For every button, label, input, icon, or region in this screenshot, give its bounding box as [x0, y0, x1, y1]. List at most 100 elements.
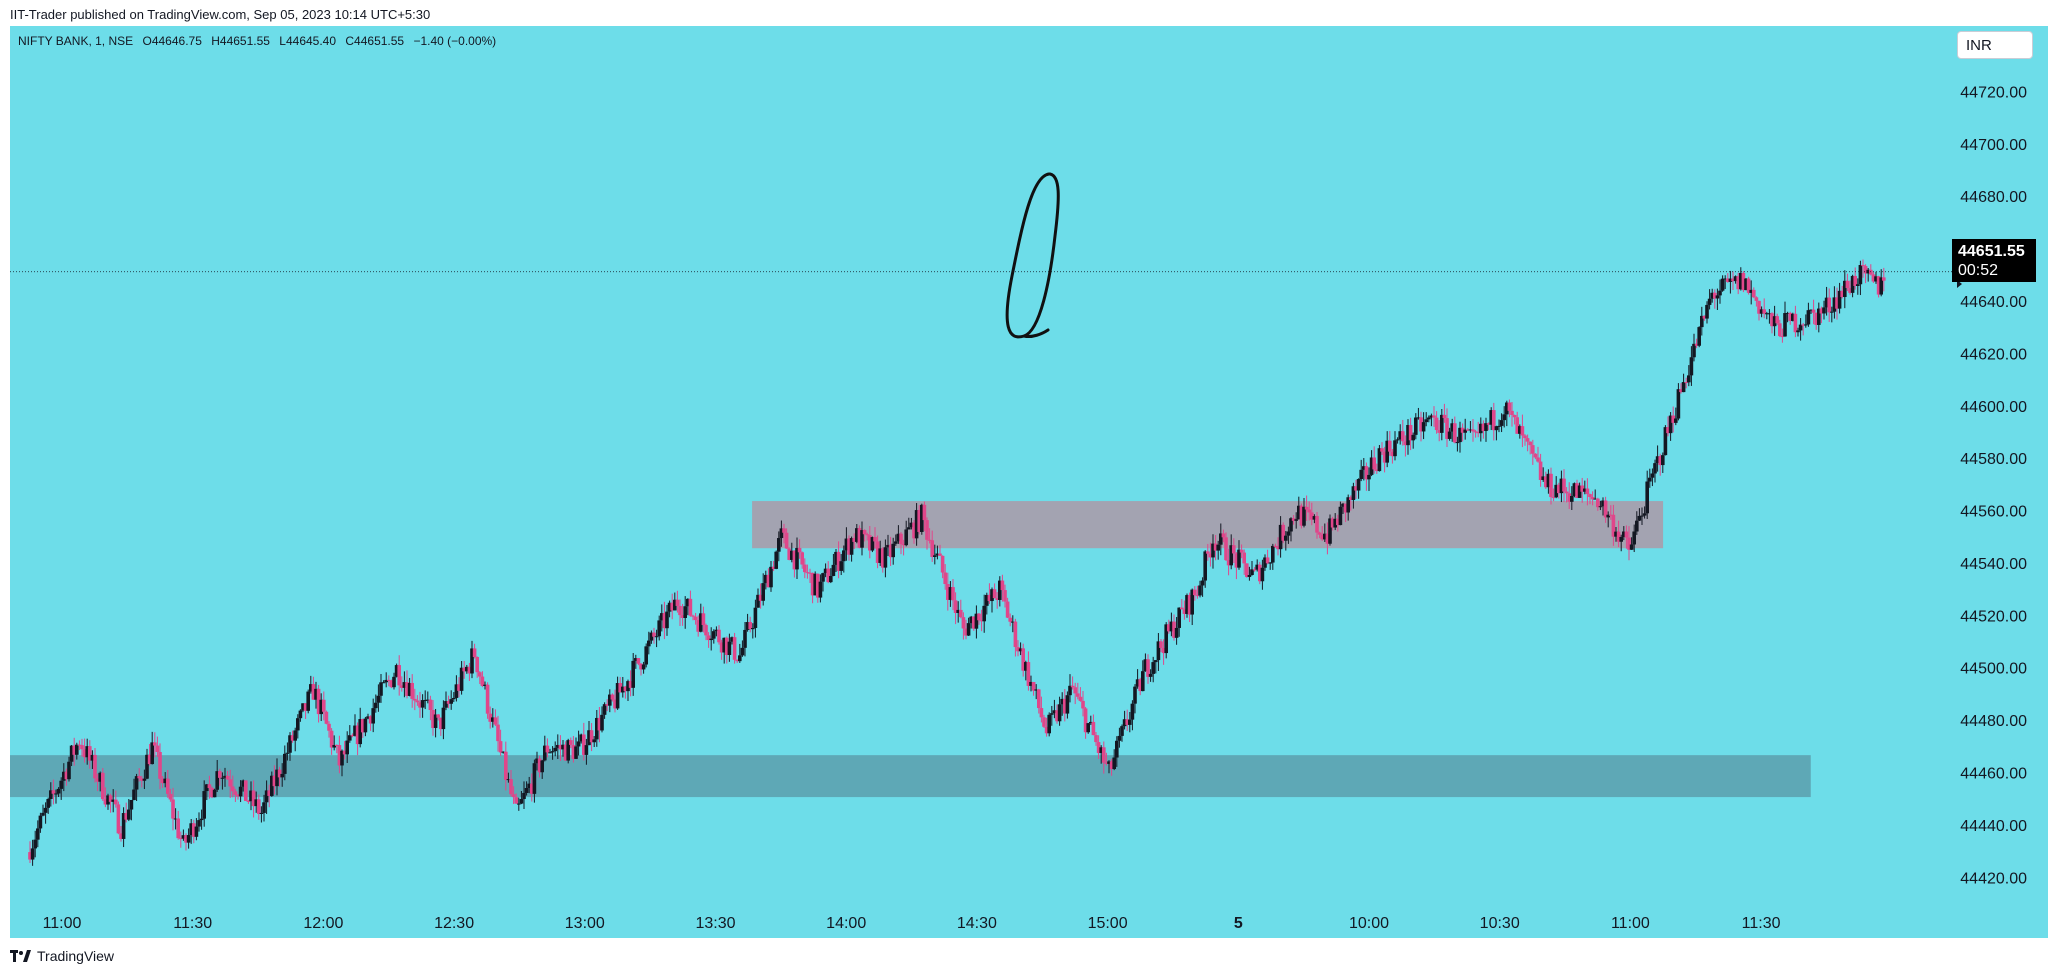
candle-body	[1817, 308, 1821, 325]
candle-body	[36, 828, 40, 840]
candle-body	[67, 761, 71, 780]
candle-body	[1809, 309, 1813, 311]
candle-body	[1315, 516, 1319, 533]
candle-body	[1806, 310, 1811, 325]
publisher-credit: IIT-Trader published on TradingView.com,…	[10, 7, 431, 22]
candle-body	[592, 739, 596, 743]
candle-body	[1458, 427, 1462, 443]
candle-body	[1190, 589, 1194, 615]
candle-body	[543, 745, 547, 761]
candle-body	[363, 718, 368, 733]
y-tick-label: 44520.00	[1960, 608, 2027, 625]
candle-body	[563, 744, 568, 761]
candle-body	[712, 631, 716, 639]
candle-body	[1125, 719, 1129, 725]
candle-body	[979, 620, 984, 622]
candle-body	[215, 771, 219, 790]
candle-body	[907, 527, 911, 530]
candle-body	[883, 547, 888, 568]
candle-body	[1284, 535, 1288, 541]
candle-body	[1050, 713, 1054, 715]
candle-body	[1843, 280, 1847, 298]
candle-body	[1671, 415, 1675, 423]
candle-body	[886, 544, 890, 548]
candle-body	[1349, 497, 1353, 501]
candle-body	[1757, 300, 1761, 314]
candle-body	[1156, 641, 1161, 661]
candle-body	[366, 716, 370, 719]
candle-body	[1341, 503, 1345, 507]
chart-area[interactable]: 44420.00 44440.00 44460.00 44480.00 44500.00…	[10, 26, 2048, 938]
candle-body	[1780, 336, 1785, 338]
candle-body	[756, 594, 760, 608]
candle-body	[192, 823, 196, 837]
candle-body	[1174, 627, 1179, 638]
candle-body	[1642, 513, 1647, 516]
candle-body	[1304, 506, 1309, 510]
candle-body	[311, 684, 316, 700]
candle-body	[1187, 595, 1192, 615]
candle-body	[1531, 445, 1535, 454]
candle-body	[251, 790, 256, 807]
candle-body	[54, 793, 58, 795]
candle-body	[1367, 474, 1371, 480]
candle-body	[1684, 382, 1688, 384]
candle-body	[1494, 426, 1499, 431]
candle-body	[719, 642, 724, 653]
candle-body	[1414, 417, 1418, 435]
candle-body	[1481, 423, 1486, 431]
candle-body	[1622, 531, 1626, 537]
candle-body	[1835, 297, 1839, 309]
candle-body	[1021, 648, 1025, 671]
y-tick-label: 44540.00	[1960, 556, 2027, 573]
candle-body	[1328, 518, 1332, 544]
candle-body	[1476, 432, 1480, 434]
candle-body	[982, 605, 986, 622]
candle-body	[1099, 747, 1103, 754]
candle-body	[709, 638, 713, 641]
candle-body	[1455, 442, 1460, 444]
candle-body	[1003, 590, 1007, 602]
candle-body	[813, 573, 817, 596]
candle-body	[1208, 553, 1213, 558]
candle-body	[1146, 659, 1150, 677]
candle-body	[699, 613, 703, 632]
candle-body	[1637, 515, 1642, 521]
price-chart[interactable]: 44420.00 44440.00 44460.00 44480.00 44500.00…	[10, 26, 2048, 938]
candle-body	[504, 751, 508, 780]
candle-body	[1317, 532, 1322, 535]
candle-body	[753, 607, 758, 628]
candle-body	[1445, 418, 1449, 439]
candle-body	[257, 799, 261, 814]
candle-body	[888, 544, 893, 558]
tradingview-logo[interactable]: TradingView	[10, 948, 114, 964]
candle-body	[550, 751, 555, 753]
candle-body	[1713, 292, 1717, 299]
candle-body	[704, 625, 708, 636]
candle-body	[1533, 453, 1538, 458]
candle-body	[1104, 762, 1109, 764]
candle-body	[28, 852, 32, 860]
candle-body	[1109, 761, 1114, 770]
candle-body	[1609, 514, 1613, 516]
candle-body	[691, 615, 695, 617]
candle-body	[1687, 375, 1691, 383]
candle-body	[540, 760, 544, 773]
candle-body	[1323, 533, 1327, 540]
candle-body	[1226, 560, 1231, 566]
candle-body	[387, 679, 391, 681]
candle-body	[1882, 277, 1886, 281]
candle-body	[82, 749, 87, 758]
x-tick-label: 10:00	[1349, 915, 1389, 932]
y-tick-label: 44500.00	[1960, 661, 2027, 678]
candle-body	[1312, 516, 1317, 520]
candle-body	[218, 771, 222, 778]
candle-body	[1538, 461, 1543, 480]
candle-body	[426, 699, 430, 701]
candle-body	[847, 538, 851, 555]
candle-body	[75, 744, 79, 755]
candle-body	[1603, 500, 1608, 518]
currency-button[interactable]: INR	[1957, 31, 2033, 59]
candle-body	[631, 660, 635, 688]
candle-body	[1736, 276, 1740, 290]
